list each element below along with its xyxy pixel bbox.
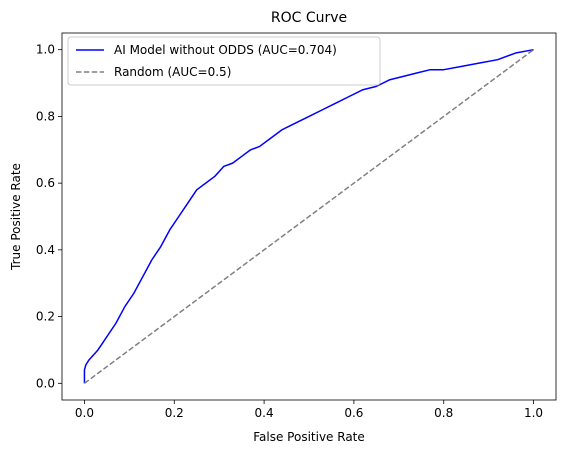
x-tick-label: 0.2 <box>165 406 184 420</box>
x-axis-label: False Positive Rate <box>253 430 365 444</box>
y-tick-label: 0.0 <box>36 376 55 390</box>
x-tick-label: 0.6 <box>344 406 363 420</box>
random-baseline-line <box>84 49 534 384</box>
legend: AI Model without ODDS (AUC=0.704) Random … <box>67 36 381 86</box>
y-tick-label: 0.4 <box>36 243 55 257</box>
y-tick-label: 1.0 <box>36 43 55 57</box>
x-tick-label: 0.0 <box>75 406 94 420</box>
chart-title: ROC Curve <box>271 10 347 26</box>
legend-label: Random (AUC=0.5) <box>114 65 231 79</box>
x-tick-label: 1.0 <box>524 406 543 420</box>
y-tick-label: 0.8 <box>36 109 55 123</box>
y-tick-label: 0.2 <box>36 310 55 324</box>
x-tick-label: 0.4 <box>255 406 274 420</box>
model-roc-line <box>83 48 534 384</box>
x-tick-label: 0.8 <box>434 406 453 420</box>
legend-label: AI Model without ODDS (AUC=0.704) <box>114 43 337 57</box>
x-axis-ticks: 0.0 0.2 0.4 0.6 0.8 1.0 <box>75 400 543 420</box>
y-tick-label: 0.6 <box>36 176 55 190</box>
legend-box <box>67 36 381 86</box>
plot-frame <box>61 32 557 401</box>
plot-area <box>61 32 557 401</box>
y-axis-ticks: 0.0 0.2 0.4 0.6 0.8 1.0 <box>36 43 62 390</box>
y-axis-label: True Positive Rate <box>9 163 23 271</box>
